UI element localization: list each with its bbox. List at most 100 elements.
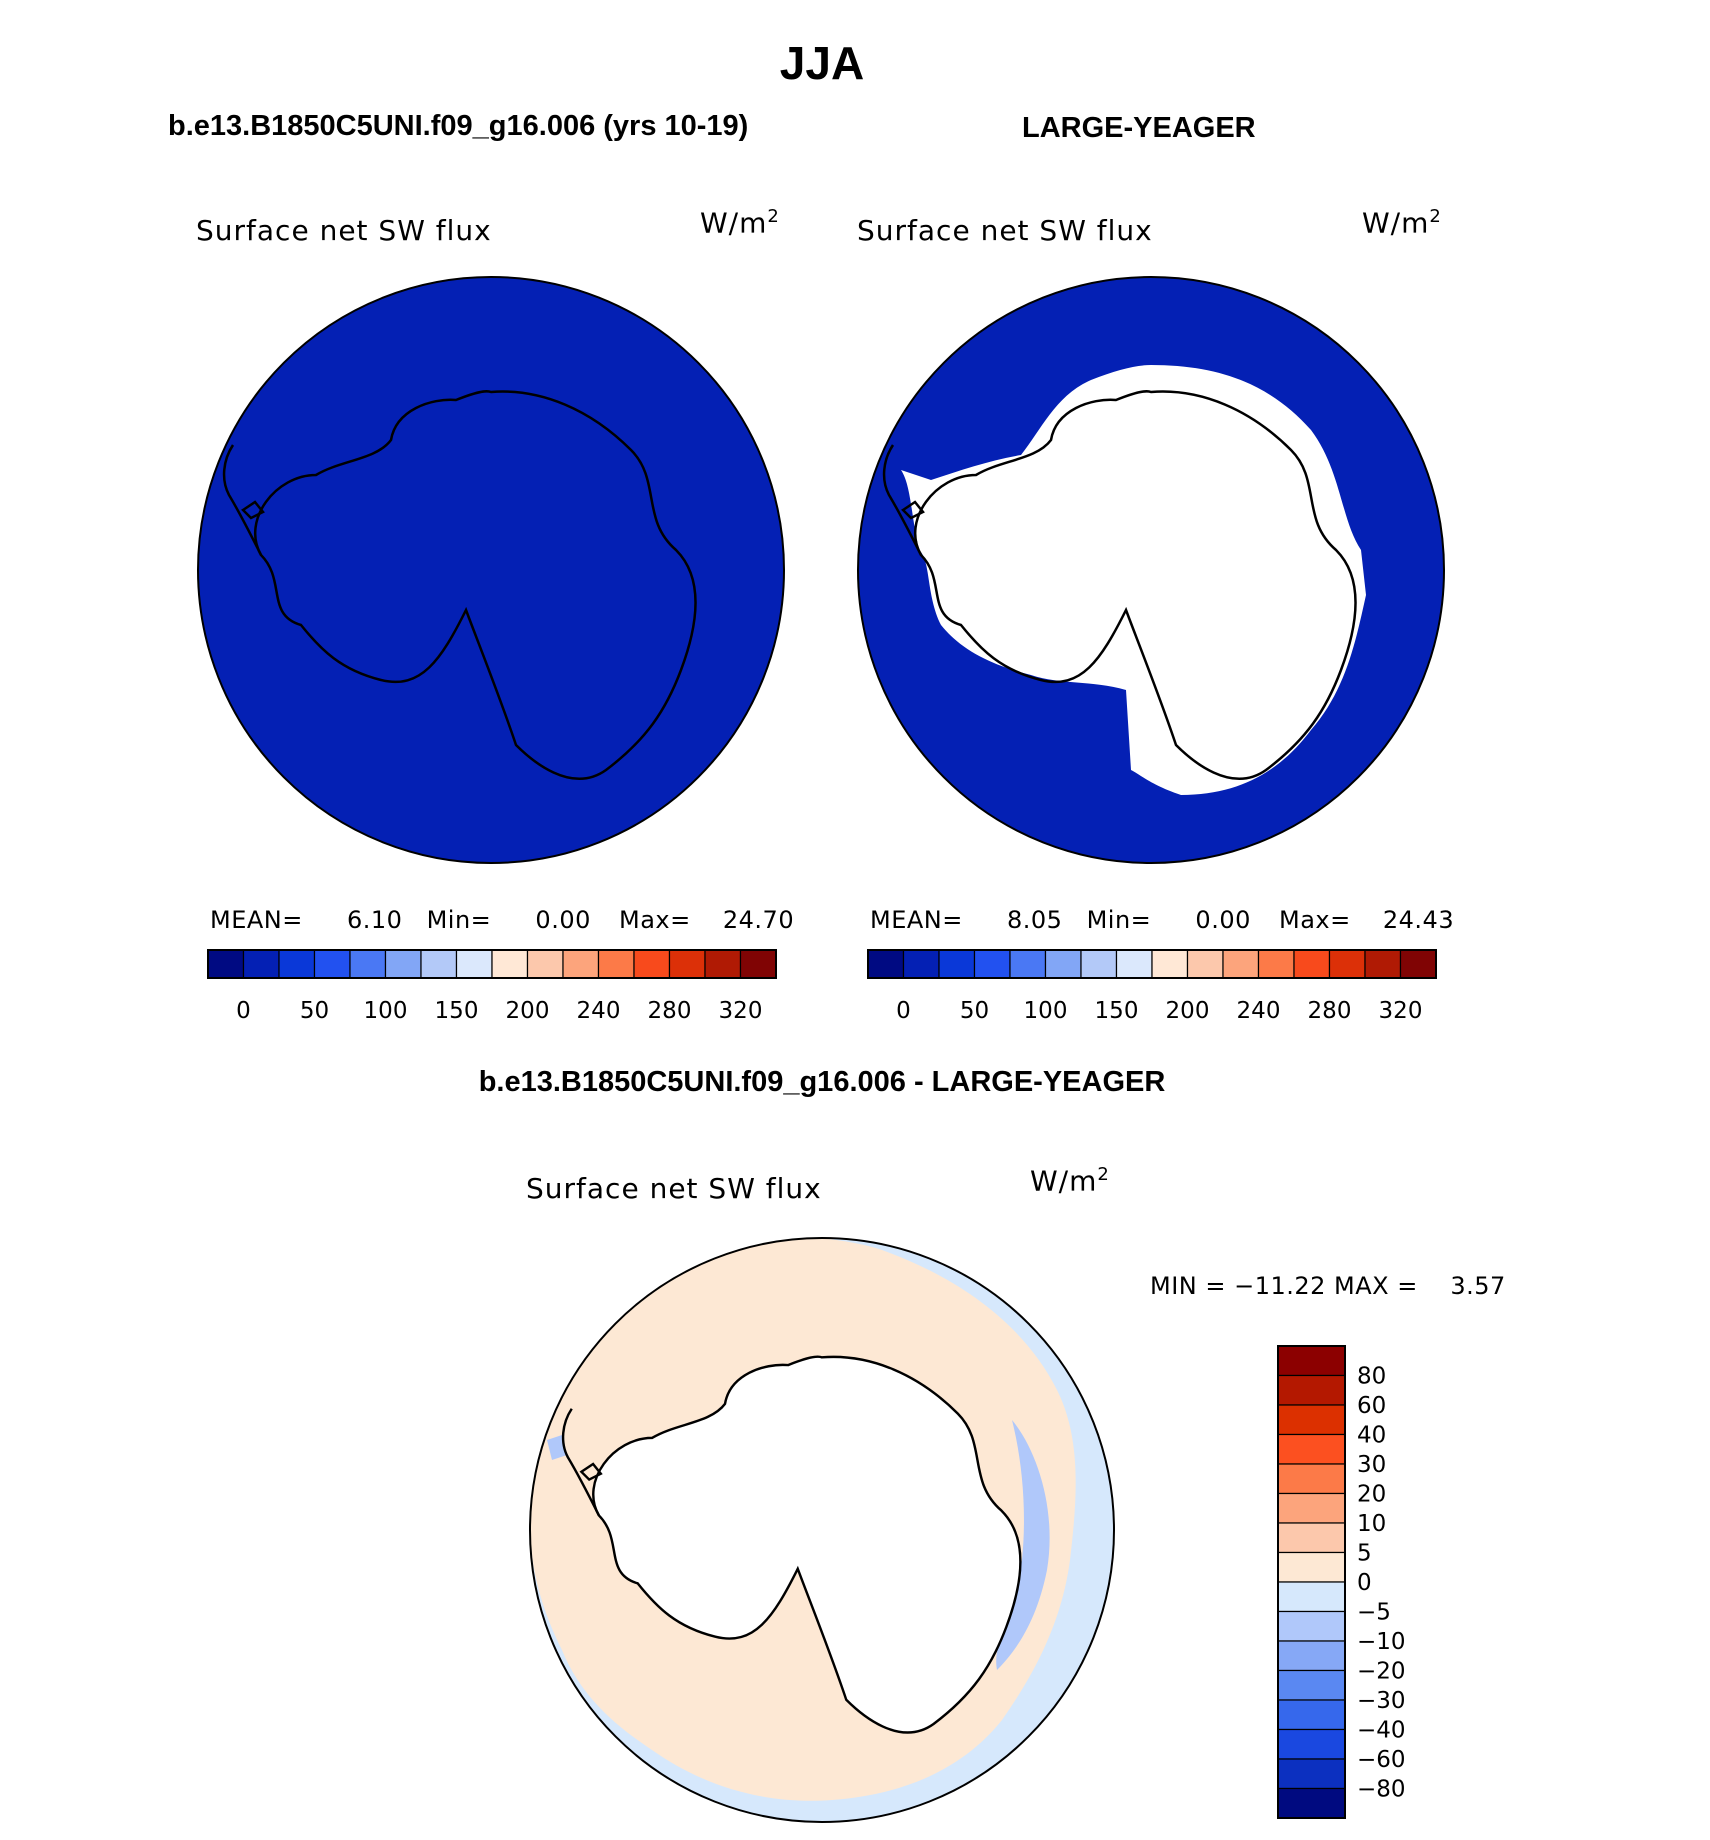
- ocean-fill: [198, 277, 784, 863]
- colorbar-tick-label: 20: [1357, 1482, 1386, 1508]
- colorbar-tick-label: 30: [1357, 1452, 1386, 1478]
- colorbar-tick-label: 0: [1357, 1570, 1372, 1596]
- colorbar-right: 0 50 100 150 200 240 280 320: [867, 949, 1437, 1024]
- colorbar-swatch: [704, 949, 742, 979]
- colorbar-swatch: [1186, 949, 1224, 979]
- colorbar-swatch: [668, 949, 706, 979]
- colorbar-swatch: [1277, 1787, 1346, 1819]
- colorbar-swatch: [1115, 949, 1153, 979]
- colorbar-swatch: [739, 949, 777, 979]
- mean-value: 8.05: [1007, 906, 1063, 934]
- units-base: W/m: [1030, 1164, 1098, 1198]
- units-base: W/m: [700, 206, 768, 240]
- panel-left-variable: Surface net SW flux: [196, 214, 492, 247]
- panel-right-stats: MEAN= 8.05 Min= 0.00 Max= 24.43: [870, 906, 1454, 934]
- min-value: 0.00: [535, 906, 591, 934]
- colorbar-swatch: [455, 949, 493, 979]
- mean-label: MEAN=: [870, 906, 963, 934]
- colorbar-swatch: [526, 949, 564, 979]
- colorbar-swatch: [1277, 1463, 1346, 1495]
- colorbar-tick-label: −5: [1357, 1600, 1391, 1626]
- colorbar-tick-label: 200: [506, 998, 550, 1024]
- units-exponent: 2: [1429, 206, 1442, 227]
- map-left: [197, 276, 785, 864]
- colorbar-tick-label: 150: [1095, 998, 1139, 1024]
- colorbar-tick-label: 320: [719, 998, 763, 1024]
- colorbar-tick-label: 150: [435, 998, 479, 1024]
- map-difference: [529, 1237, 1115, 1823]
- colorbar-tick-label: −60: [1357, 1747, 1406, 1773]
- colorbar-swatch: [1293, 949, 1331, 979]
- colorbar-tick-label: 10: [1357, 1511, 1386, 1537]
- max-value: 24.43: [1382, 906, 1455, 934]
- colorbar-swatch: [1277, 1581, 1346, 1613]
- diff-panel-variable: Surface net SW flux: [526, 1172, 822, 1205]
- colorbar-swatch: [1277, 1404, 1346, 1436]
- colorbar-swatch: [1277, 1758, 1346, 1790]
- colorbar-tick-label: 5: [1357, 1541, 1372, 1567]
- colorbar-swatch: [1277, 1522, 1346, 1554]
- min-label: Min=: [1086, 906, 1152, 934]
- diff-panel-units: W/m2: [1030, 1164, 1110, 1197]
- colorbar-swatch: [1080, 949, 1118, 979]
- diff-panel-title: b.e13.B1850C5UNI.f09_g16.006 - LARGE-YEA…: [478, 1066, 1166, 1098]
- units-exponent: 2: [767, 206, 780, 227]
- colorbar-swatch: [313, 949, 351, 979]
- colorbar-tick-label: 0: [896, 998, 911, 1024]
- colorbar-tick-label: −30: [1357, 1688, 1406, 1714]
- mean-value: 6.10: [347, 906, 403, 934]
- colorbar-tick-label: 50: [300, 998, 329, 1024]
- colorbar-tick-label: 0: [236, 998, 251, 1024]
- colorbar-tick-label: 100: [1024, 998, 1068, 1024]
- colorbar-swatch: [1399, 949, 1437, 979]
- colorbar-swatch: [1277, 1669, 1346, 1701]
- colorbar-swatch: [633, 949, 671, 979]
- colorbar-swatch: [1277, 1640, 1346, 1672]
- colorbar-swatch: [242, 949, 280, 979]
- colorbar-tick-label: −10: [1357, 1629, 1406, 1655]
- colorbar-swatch: [1222, 949, 1260, 979]
- colorbar-tick-label: −20: [1357, 1659, 1406, 1685]
- colorbar-tick-label: 60: [1357, 1393, 1386, 1419]
- colorbar-swatch: [1364, 949, 1402, 979]
- panel-left-stats: MEAN= 6.10 Min= 0.00 Max= 24.70: [210, 906, 794, 934]
- colorbar-swatch: [1277, 1551, 1346, 1583]
- colorbar-swatch: [384, 949, 422, 979]
- units-exponent: 2: [1097, 1164, 1110, 1185]
- colorbar-swatch: [1277, 1374, 1346, 1406]
- colorbar-swatch: [207, 949, 245, 979]
- colorbar-tick-label: 80: [1357, 1364, 1386, 1390]
- units-base: W/m: [1362, 206, 1430, 240]
- panel-right-case-label: LARGE-YEAGER: [1022, 112, 1256, 144]
- colorbar-swatch: [938, 949, 976, 979]
- colorbar-swatch: [597, 949, 635, 979]
- colorbar-swatch: [1257, 949, 1295, 979]
- colorbar-difference: 80 60 40 30 20 10 5 0 −5 −10 −20 −30 −40 −60 −80: [1277, 1345, 1406, 1819]
- diff-minmax: MIN = −11.22 MAX = 3.57: [1150, 1272, 1506, 1300]
- colorbar-swatch: [562, 949, 600, 979]
- colorbar-swatch: [1277, 1492, 1346, 1524]
- map-right: [857, 276, 1445, 864]
- colorbar-tick-label: −40: [1357, 1718, 1406, 1744]
- mean-label: MEAN=: [210, 906, 303, 934]
- panel-right-units: W/m2: [1362, 206, 1442, 239]
- colorbar-tick-label: 280: [1308, 998, 1352, 1024]
- colorbar-swatch: [1277, 1610, 1346, 1642]
- colorbar-swatch: [902, 949, 940, 979]
- season-title: JJA: [779, 37, 865, 89]
- colorbar-swatch: [867, 949, 905, 979]
- max-label: Max=: [1279, 906, 1351, 934]
- colorbar-tick-label: 320: [1379, 998, 1423, 1024]
- colorbar-swatch: [1044, 949, 1082, 979]
- panel-left-units: W/m2: [700, 206, 780, 239]
- colorbar-swatch: [1277, 1699, 1346, 1731]
- colorbar-tick-label: 280: [648, 998, 692, 1024]
- colorbar-tick-label: 100: [364, 998, 408, 1024]
- colorbar-swatch: [1277, 1433, 1346, 1465]
- sea-ice-region: [901, 365, 1366, 795]
- colorbar-left: 0 50 100 150 200 240 280 320: [207, 949, 777, 1024]
- colorbar-swatch: [278, 949, 316, 979]
- colorbar-tick-label: 50: [960, 998, 989, 1024]
- colorbar-swatch: [349, 949, 387, 979]
